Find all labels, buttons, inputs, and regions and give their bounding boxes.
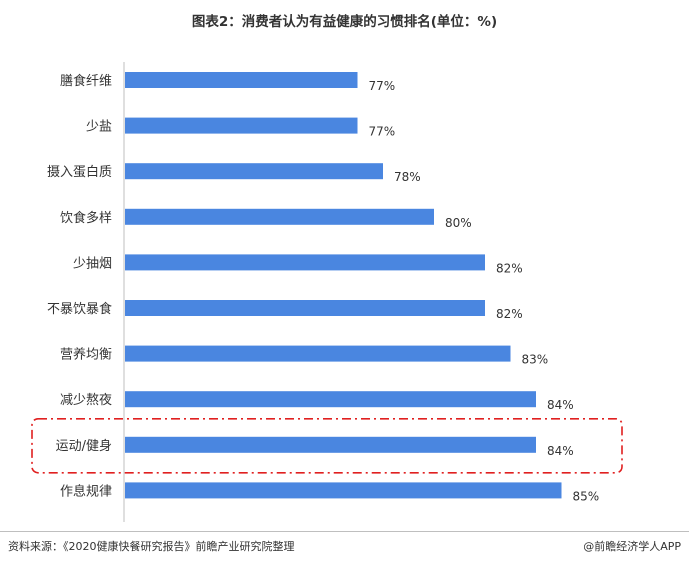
bar-5 <box>125 254 485 271</box>
category-label: 运动/健身 <box>56 438 112 454</box>
value-label: 84% <box>547 444 574 458</box>
brand-credit: @前瞻经济学人APP <box>583 540 681 553</box>
value-label: 77% <box>369 125 396 139</box>
category-label: 膳食纤维 <box>60 73 112 89</box>
bar-10 <box>125 482 562 499</box>
value-label: 82% <box>496 307 523 321</box>
bar-6 <box>125 300 485 316</box>
category-label: 少抽烟 <box>73 256 112 271</box>
category-label: 营养均衡 <box>60 347 112 363</box>
value-label: 85% <box>573 489 600 503</box>
category-label: 摄入蛋白质 <box>47 164 112 180</box>
bar-7 <box>125 345 511 362</box>
category-label: 不暴饮暴食 <box>47 301 112 317</box>
bar-3 <box>125 163 383 180</box>
value-label: 77% <box>369 79 396 93</box>
value-label: 82% <box>496 261 523 275</box>
source-note: 资料来源：《2020健康快餐研究报告》前瞻产业研究院整理 <box>8 540 295 553</box>
bar-2 <box>125 117 358 134</box>
category-label: 少盐 <box>86 120 112 135</box>
value-label: 78% <box>394 170 421 184</box>
category-label: 减少熬夜 <box>60 392 112 408</box>
bar-4 <box>125 208 434 225</box>
value-label: 80% <box>445 216 472 230</box>
bar-8 <box>125 391 536 408</box>
bar-9 <box>125 436 536 453</box>
category-label: 作息规律 <box>60 483 112 499</box>
category-label: 饮食多样 <box>60 210 112 226</box>
value-label: 84% <box>547 398 574 412</box>
chart-title: 图表2：消费者认为有益健康的习惯排名(单位：%) <box>191 14 498 30</box>
bar-1 <box>125 72 358 88</box>
highlight-box <box>31 417 623 474</box>
value-label: 83% <box>522 353 549 367</box>
footer: 资料来源：《2020健康快餐研究报告》前瞻产业研究院整理 @前瞻经济学人APP <box>0 531 689 565</box>
